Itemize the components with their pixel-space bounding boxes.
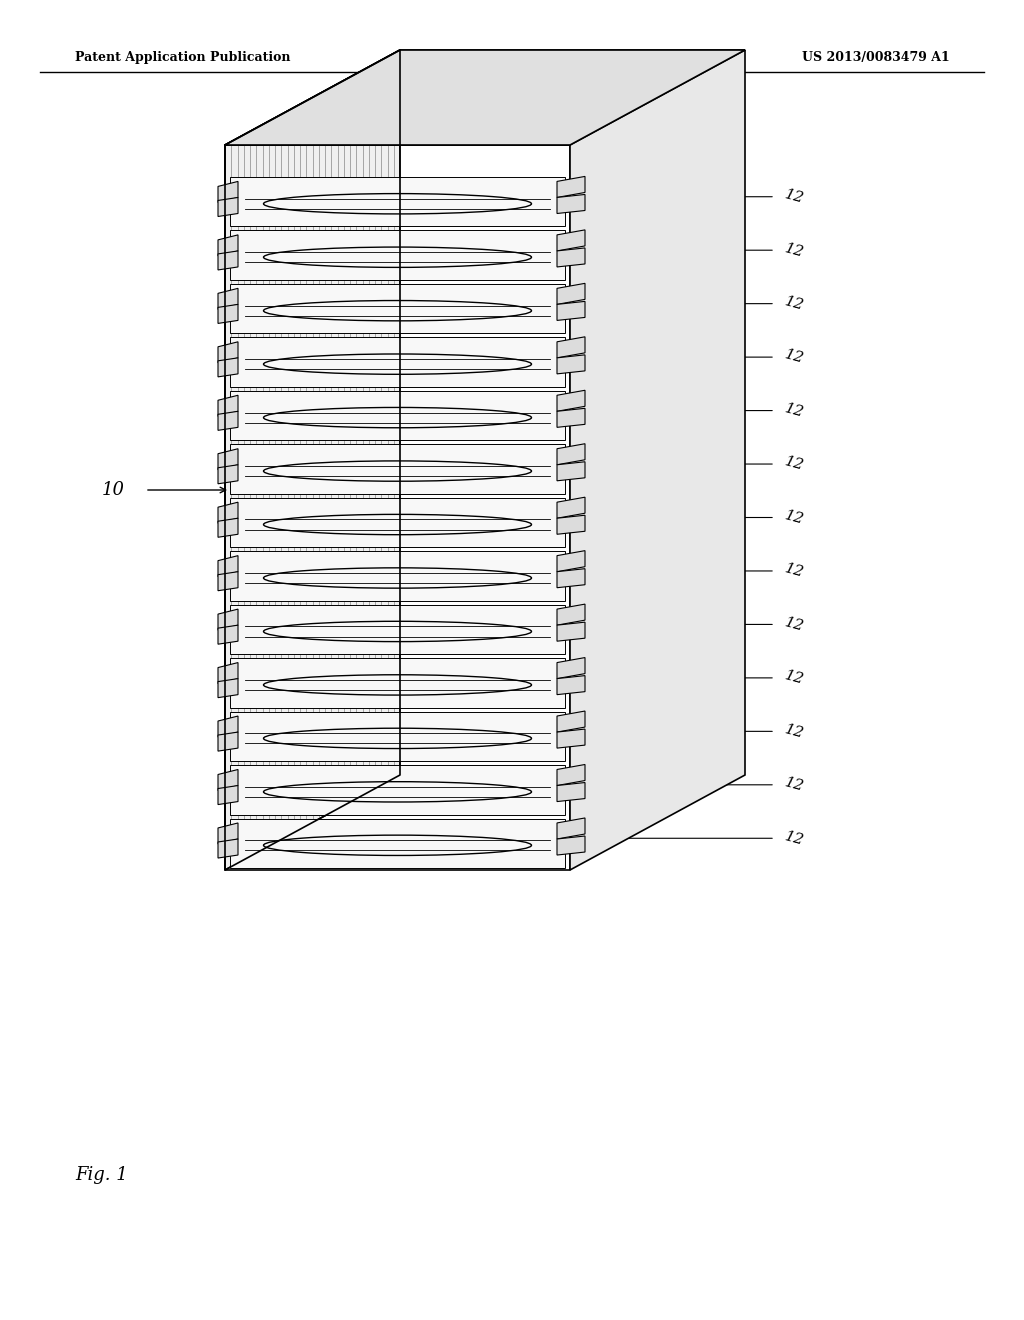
- Polygon shape: [218, 678, 238, 698]
- Polygon shape: [218, 235, 238, 256]
- Polygon shape: [230, 391, 565, 441]
- Polygon shape: [557, 569, 585, 587]
- Polygon shape: [218, 840, 238, 858]
- Polygon shape: [557, 729, 585, 748]
- Polygon shape: [230, 766, 565, 814]
- Polygon shape: [218, 609, 238, 630]
- Polygon shape: [557, 355, 585, 374]
- Polygon shape: [230, 231, 565, 280]
- Polygon shape: [225, 50, 400, 870]
- Polygon shape: [218, 358, 238, 378]
- Polygon shape: [557, 550, 585, 572]
- Polygon shape: [557, 444, 585, 465]
- Polygon shape: [218, 663, 238, 684]
- Text: 12: 12: [783, 615, 806, 634]
- Polygon shape: [230, 711, 565, 762]
- Polygon shape: [557, 177, 585, 198]
- Polygon shape: [230, 284, 565, 334]
- Polygon shape: [230, 338, 565, 387]
- Text: 12: 12: [783, 187, 806, 206]
- Polygon shape: [218, 502, 238, 523]
- Polygon shape: [218, 785, 238, 805]
- Polygon shape: [230, 605, 565, 655]
- Polygon shape: [557, 515, 585, 535]
- Polygon shape: [557, 498, 585, 519]
- Text: 10: 10: [102, 480, 125, 499]
- Polygon shape: [557, 301, 585, 321]
- Polygon shape: [557, 657, 585, 678]
- Polygon shape: [218, 342, 238, 363]
- Polygon shape: [218, 251, 238, 271]
- Polygon shape: [557, 194, 585, 214]
- Text: US 2013/0083479 A1: US 2013/0083479 A1: [802, 51, 950, 65]
- Polygon shape: [557, 248, 585, 267]
- Polygon shape: [557, 408, 585, 428]
- Polygon shape: [230, 552, 565, 601]
- Polygon shape: [557, 711, 585, 733]
- Polygon shape: [225, 50, 745, 145]
- Polygon shape: [218, 465, 238, 484]
- Polygon shape: [218, 733, 238, 751]
- Polygon shape: [218, 288, 238, 309]
- Text: 12: 12: [783, 829, 806, 847]
- Polygon shape: [557, 284, 585, 305]
- Text: 12: 12: [783, 455, 806, 474]
- Polygon shape: [218, 715, 238, 737]
- Text: 12: 12: [783, 722, 806, 741]
- Polygon shape: [218, 572, 238, 591]
- Polygon shape: [230, 177, 565, 227]
- Polygon shape: [218, 626, 238, 644]
- Polygon shape: [218, 556, 238, 577]
- Text: 12: 12: [783, 242, 806, 260]
- Polygon shape: [230, 659, 565, 708]
- Polygon shape: [218, 519, 238, 537]
- Polygon shape: [225, 50, 745, 145]
- Polygon shape: [557, 391, 585, 412]
- Polygon shape: [218, 395, 238, 416]
- Polygon shape: [570, 50, 745, 870]
- Polygon shape: [557, 836, 585, 855]
- Polygon shape: [218, 181, 238, 202]
- Polygon shape: [557, 676, 585, 694]
- Text: 12: 12: [783, 776, 806, 795]
- Text: Fig. 1: Fig. 1: [75, 1166, 128, 1184]
- Polygon shape: [218, 305, 238, 323]
- Polygon shape: [218, 449, 238, 470]
- Polygon shape: [230, 498, 565, 548]
- Text: 12: 12: [783, 669, 806, 688]
- Text: 12: 12: [783, 508, 806, 527]
- Polygon shape: [557, 764, 585, 785]
- Text: 12: 12: [783, 348, 806, 367]
- Polygon shape: [230, 818, 565, 869]
- Polygon shape: [218, 822, 238, 843]
- Polygon shape: [218, 198, 238, 216]
- Polygon shape: [557, 622, 585, 642]
- Polygon shape: [557, 818, 585, 840]
- Polygon shape: [557, 462, 585, 480]
- Polygon shape: [230, 445, 565, 494]
- Polygon shape: [218, 770, 238, 791]
- Polygon shape: [557, 605, 585, 626]
- Polygon shape: [557, 783, 585, 801]
- Text: Apr. 4, 2013   Sheet 1 of 19: Apr. 4, 2013 Sheet 1 of 19: [417, 51, 607, 65]
- Polygon shape: [218, 412, 238, 430]
- Polygon shape: [557, 337, 585, 358]
- Text: 12: 12: [783, 294, 806, 313]
- Text: Patent Application Publication: Patent Application Publication: [75, 51, 291, 65]
- Text: 12: 12: [783, 401, 806, 420]
- Polygon shape: [557, 230, 585, 251]
- Text: 12: 12: [783, 562, 806, 581]
